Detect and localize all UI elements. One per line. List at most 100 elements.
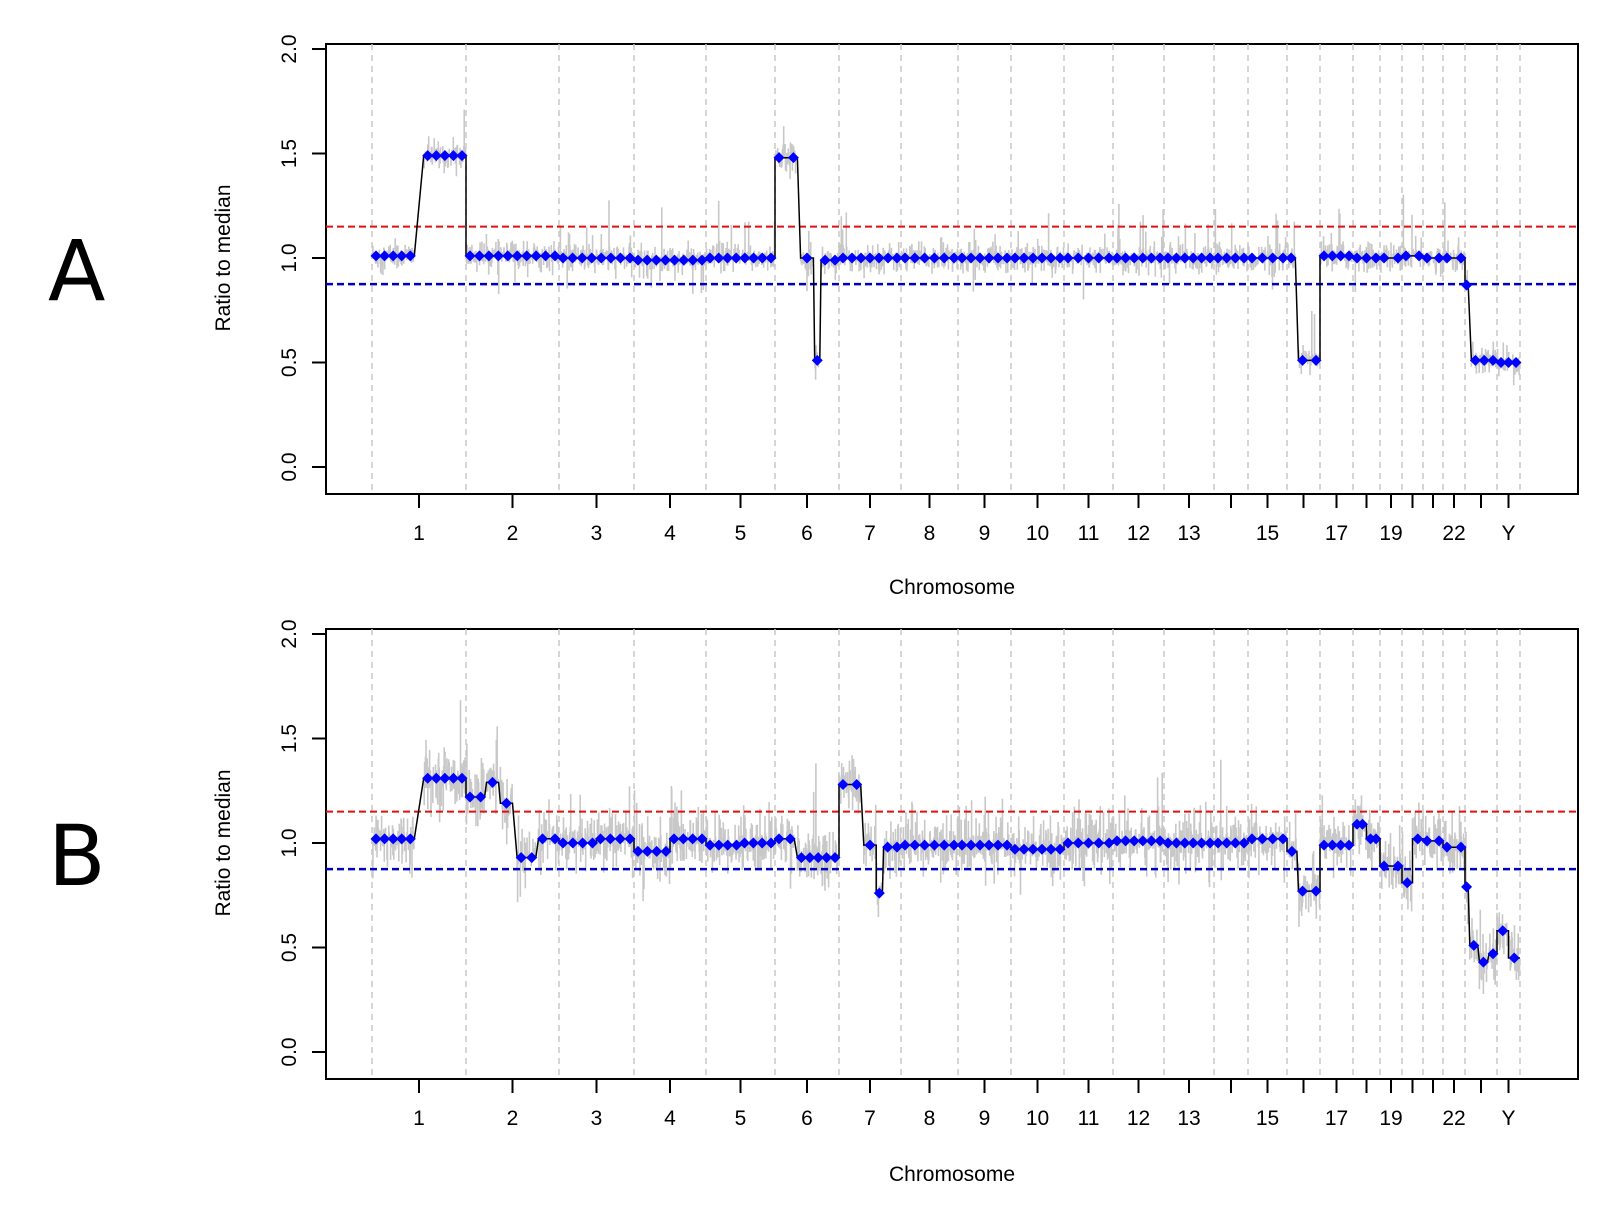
raw-ratio-trace bbox=[863, 804, 877, 867]
segment-call-point bbox=[765, 252, 777, 264]
raw-ratio-trace bbox=[633, 790, 671, 902]
segment-call-point bbox=[447, 772, 459, 784]
segment-call-point bbox=[530, 250, 542, 262]
panel-label: B bbox=[48, 807, 106, 905]
x-tick-label: 8 bbox=[924, 1107, 936, 1130]
segment-call-points bbox=[370, 150, 1522, 368]
segment-call-point bbox=[1111, 252, 1123, 264]
segment-call-point bbox=[1326, 250, 1338, 262]
segment-call-point bbox=[1421, 835, 1433, 847]
y-tick-label: 0.5 bbox=[278, 348, 301, 377]
segment-call-point bbox=[811, 354, 823, 366]
segment-call-point bbox=[1277, 252, 1289, 264]
segment-call-point bbox=[567, 837, 579, 849]
segment-call-point bbox=[1154, 252, 1166, 264]
segment-call-point bbox=[928, 839, 940, 851]
raw-ratio-trace bbox=[1401, 831, 1413, 912]
segment-call-point bbox=[1072, 837, 1084, 849]
x-tick-label: 22 bbox=[1442, 1107, 1465, 1130]
segment-call-point bbox=[379, 833, 391, 845]
segment-call-point bbox=[1335, 839, 1347, 851]
raw-ratio-trace bbox=[1319, 795, 1354, 879]
segment-call-point bbox=[624, 833, 636, 845]
raw-ratio-trace bbox=[485, 726, 499, 815]
segment-call-point bbox=[784, 833, 796, 845]
x-tick-label: 1 bbox=[413, 1107, 425, 1130]
segment-call-point bbox=[730, 252, 742, 264]
segment-call-point bbox=[765, 837, 777, 849]
raw-ratio-trace bbox=[1063, 233, 1114, 300]
segment-call-point bbox=[1162, 252, 1174, 264]
x-tick-label: 15 bbox=[1256, 1107, 1279, 1130]
segment-call-point bbox=[1468, 939, 1480, 951]
segment-call-point bbox=[1027, 252, 1039, 264]
segment-call-point bbox=[1196, 252, 1208, 264]
raw-ratio-trace bbox=[1112, 204, 1165, 278]
segment-call-point bbox=[882, 841, 894, 853]
segment-call-point bbox=[1455, 252, 1467, 264]
segment-call-point bbox=[430, 150, 442, 162]
segment-call-point bbox=[404, 833, 416, 845]
segment-call-point bbox=[502, 250, 514, 262]
x-tick-label: 5 bbox=[735, 1107, 747, 1130]
y-tick-label: 0.5 bbox=[278, 933, 301, 962]
x-tick-label: 10 bbox=[1026, 1107, 1049, 1130]
segment-call-point bbox=[587, 837, 598, 849]
segment-call-point bbox=[739, 252, 751, 264]
segment-call-point bbox=[669, 254, 681, 266]
segment-call-point bbox=[1401, 877, 1413, 889]
segment-call-point bbox=[1310, 885, 1322, 897]
segment-call-point bbox=[938, 252, 950, 264]
segment-call-point bbox=[1093, 837, 1105, 849]
x-axis-title: Chromosome bbox=[889, 576, 1015, 599]
segment-call-point bbox=[1072, 252, 1084, 264]
segment-call-point bbox=[549, 833, 561, 845]
segment-call-point bbox=[549, 250, 561, 262]
x-tick-label: 3 bbox=[591, 522, 603, 545]
segment-call-point bbox=[1145, 835, 1157, 847]
segment-call-point bbox=[1054, 252, 1066, 264]
segment-call-point bbox=[1310, 354, 1322, 366]
segment-call-point bbox=[641, 845, 653, 857]
raw-ratio-trace bbox=[900, 237, 959, 274]
segment-call-point bbox=[1120, 252, 1132, 264]
segment-call-point bbox=[1351, 252, 1363, 264]
segment-call-point bbox=[1361, 252, 1372, 264]
segment-call-point bbox=[1497, 925, 1509, 937]
segment-call-point bbox=[1495, 357, 1507, 368]
segment-call-point bbox=[1229, 252, 1241, 264]
x-tick-label: 6 bbox=[801, 522, 813, 545]
segment-call-point bbox=[1170, 252, 1182, 264]
segment-call-point bbox=[1392, 860, 1404, 872]
segment-call-point bbox=[1145, 252, 1157, 264]
segment-call-point bbox=[1357, 818, 1368, 830]
segment-call-point bbox=[1018, 843, 1030, 855]
segment-call-point bbox=[1370, 252, 1382, 264]
segment-call-point bbox=[773, 152, 785, 164]
segment-call-point bbox=[1238, 837, 1250, 849]
raw-ratio-trace bbox=[774, 815, 795, 889]
segment-call-point bbox=[1001, 839, 1013, 851]
segment-call-point bbox=[713, 839, 725, 851]
segment-call-point bbox=[1036, 843, 1048, 855]
x-tick-label: 19 bbox=[1379, 1107, 1402, 1130]
segment-call-point bbox=[511, 250, 523, 262]
segment-call-point bbox=[595, 833, 606, 845]
segment-call-point bbox=[1111, 835, 1123, 847]
x-axis-title: Chromosome bbox=[889, 1163, 1015, 1186]
segment-call-point bbox=[1378, 252, 1390, 264]
segment-call-point bbox=[938, 839, 950, 851]
segment-call-point bbox=[748, 252, 760, 264]
segment-call-point bbox=[1054, 843, 1066, 855]
segment-call-point bbox=[430, 772, 442, 784]
segment-call-point bbox=[1103, 837, 1115, 849]
segment-call-point bbox=[696, 833, 708, 845]
segment-call-point bbox=[1120, 835, 1132, 847]
y-axis-title: Ratio to median bbox=[212, 184, 235, 331]
x-tick-label: 17 bbox=[1325, 1107, 1348, 1130]
y-tick-label: 1.5 bbox=[278, 139, 301, 168]
raw-ratio-trace bbox=[796, 763, 840, 891]
segment-call-point bbox=[464, 250, 476, 262]
segment-call-point bbox=[909, 252, 921, 264]
segment-call-point bbox=[1212, 837, 1224, 849]
